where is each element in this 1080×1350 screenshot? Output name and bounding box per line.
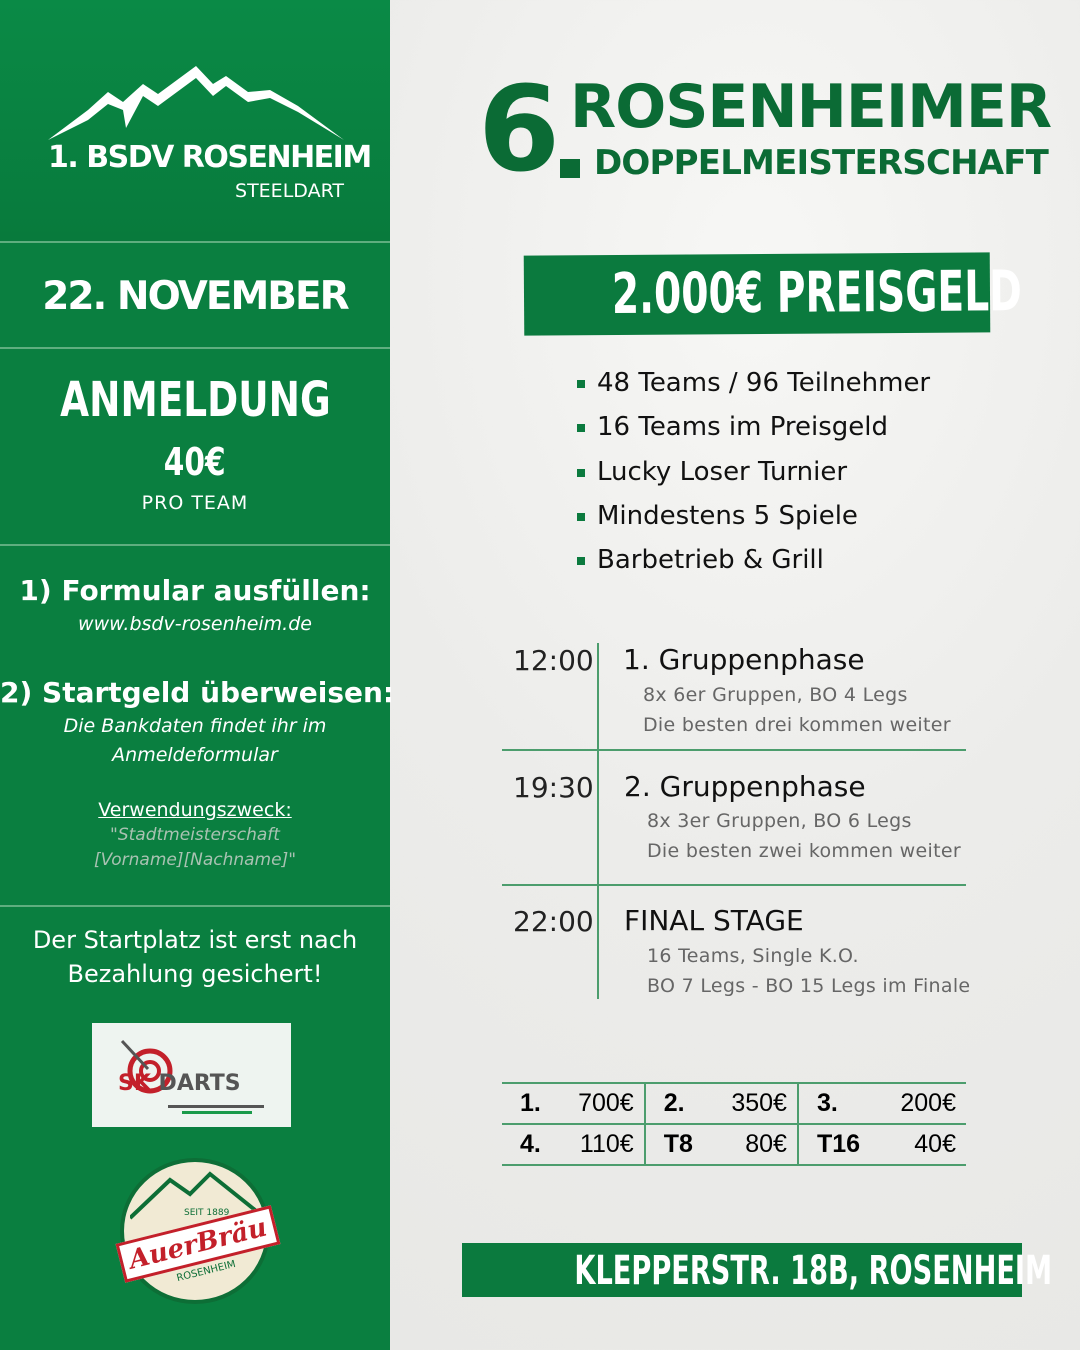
step2-line1: Die Bankdaten findet ihr im [63,715,327,737]
schedule-divider [597,643,599,999]
divider [0,905,390,907]
feature-item: 48 Teams / 96 Teilnehmer [577,368,930,398]
prize-amount: 200€ [879,1082,966,1125]
prize-table: 1. 700€ 2. 350€ 3. 200€ 4. 110€ T8 80€ T16 40€ [502,1082,966,1166]
sk-darts-logo: SK DARTS [92,1023,291,1127]
prize-banner-text: 2.000€ PREISGELD [611,259,1022,328]
schedule-separator [502,884,966,886]
edition-number: 6 [478,60,560,198]
fee-unit: PRO TEAM [141,492,249,514]
schedule-separator [502,749,966,751]
divider [0,544,390,546]
table-row: 1. 700€ 2. 350€ 3. 200€ [502,1082,966,1125]
schedule-detail: 8x 6er Gruppen, BO 4 Legs [643,684,908,706]
schedule-title: 1. Gruppenphase [623,643,865,676]
schedule-title: 2. Gruppenphase [624,770,866,803]
auerbraeu-logo: SEIT 1889 AuerBräu ROSENHEIM [115,1158,281,1304]
feature-item: Mindestens 5 Spiele [577,501,858,531]
schedule-time: 22:00 [513,905,594,938]
mountain-icon [130,1171,260,1220]
sidebar: 1. BSDV ROSENHEIM STEELDART 22. NOVEMBER… [0,0,395,1350]
prize-place: 3. [797,1082,880,1125]
schedule-detail: 8x 3er Gruppen, BO 6 Legs [647,810,912,832]
notice-line1: Der Startplatz ist erst nach [32,926,358,954]
prize-place: T16 [797,1123,880,1166]
club-name: 1. BSDV ROSENHEIM [48,140,372,175]
purpose-label: Verwendungszweck: [98,799,292,821]
club-subtitle: STEELDART [235,180,344,202]
table-row: 4. 110€ T8 80€ T16 40€ [502,1123,966,1166]
address-text: KLEPPERSTR. 18B, ROSENHEIM [574,1248,1053,1294]
prize-amount: 80€ [710,1123,799,1166]
prize-amount: 700€ [557,1082,646,1125]
schedule-time: 12:00 [513,644,594,677]
prize-place: T8 [644,1123,711,1166]
schedule-detail: Die besten zwei kommen weiter [647,840,961,862]
schedule-detail: 16 Teams, Single K.O. [647,945,859,967]
club-header: 1. BSDV ROSENHEIM STEELDART [0,0,390,241]
registration-fee: 40€ [164,440,226,484]
event-date: 22. NOVEMBER [42,274,349,319]
schedule-detail: Die besten drei kommen weiter [643,714,951,736]
mountain-logo-icon [48,66,344,140]
step1-title: 1) Formular ausfüllen: [19,574,371,607]
purpose-line1: "Stadtmeisterschaft [110,825,280,845]
schedule-time: 19:30 [513,771,594,804]
step2-title: 2) Startgeld überweisen: [0,676,395,709]
step2-line2: Anmeldeformular [112,744,278,766]
sponsor1-name: SK DARTS [118,1071,241,1096]
feature-item: Barbetrieb & Grill [577,545,824,575]
prize-amount: 40€ [879,1123,966,1166]
purpose-line2: [Vorname][Nachname]" [93,850,297,870]
schedule-detail: BO 7 Legs - BO 15 Legs im Finale [647,975,971,997]
title-line2: DOPPELMEISTERSCHAFT [594,143,1049,183]
step1-url[interactable]: www.bsdv-rosenheim.de [78,613,312,635]
notice-line2: Bezahlung gesichert! [67,960,323,988]
feature-item: 16 Teams im Preisgeld [577,412,888,442]
address-banner: KLEPPERSTR. 18B, ROSENHEIM [462,1243,1052,1297]
prize-amount: 350€ [710,1082,799,1125]
prize-amount: 110€ [557,1123,646,1166]
title-line1: ROSENHEIMER [570,72,1052,142]
dot-icon [560,159,580,178]
prize-place: 2. [644,1082,711,1125]
prize-place: 4. [502,1123,558,1166]
sponsor2-since: SEIT 1889 [184,1208,230,1218]
divider [0,241,390,243]
divider [0,347,390,349]
prize-place: 1. [502,1082,558,1125]
feature-item: Lucky Loser Turnier [577,457,847,487]
dartboard-icon [120,1039,173,1094]
prize-banner: 2.000€ PREISGELD [523,252,1022,336]
schedule-title: FINAL STAGE [624,904,804,937]
registration-title: ANMELDUNG [59,372,331,428]
